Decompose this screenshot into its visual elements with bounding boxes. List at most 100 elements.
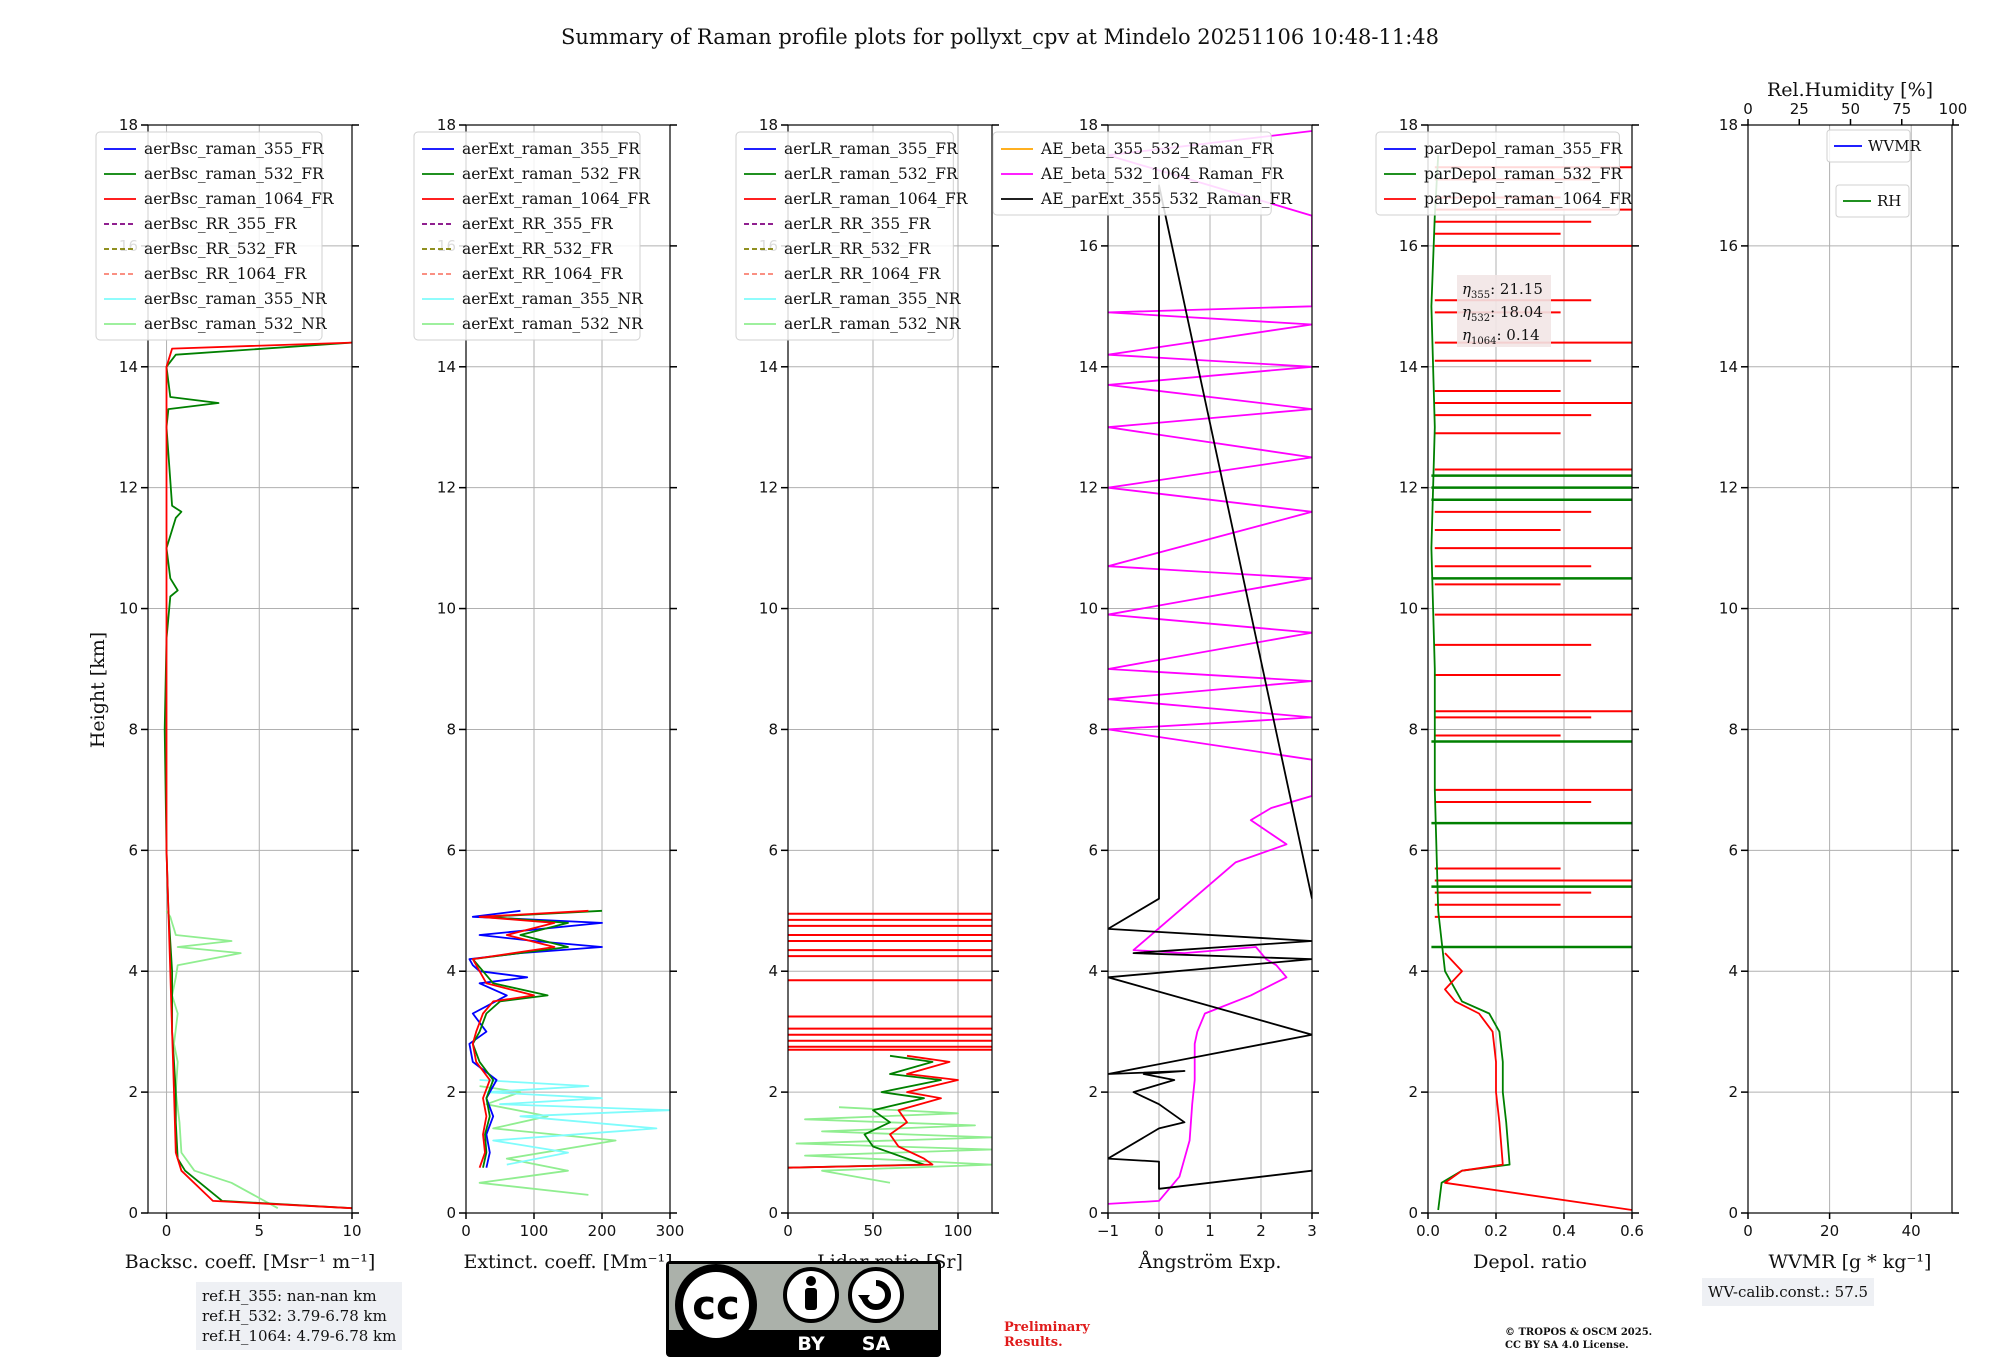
x-tick-label: 100: [520, 1222, 549, 1240]
y-tick-label: 12: [1399, 479, 1418, 497]
series-line-aerBsc_raman_532_NR: [165, 910, 279, 1209]
by-label: BY: [797, 1333, 824, 1355]
x-tick-label: 300: [656, 1222, 685, 1240]
x-tick-label: 200: [588, 1222, 617, 1240]
y-tick-label: 12: [1719, 479, 1738, 497]
cc-circle-inner-icon: [683, 1272, 749, 1338]
legend-label: aerExt_RR_355_FR: [462, 215, 614, 233]
y-tick-label: 0: [768, 1204, 778, 1222]
x-tick-label: 0.2: [1484, 1222, 1508, 1240]
x-tick-label: 3: [1307, 1222, 1317, 1240]
y-tick-label: 14: [119, 358, 138, 376]
legend-label: AE_beta_532_1064_Raman_FR: [1040, 165, 1285, 183]
x-axis-label: Extinct. coeff. [Mm⁻¹]: [463, 1251, 672, 1273]
copyright-line-1: © TROPOS & OSCM 2025.: [1505, 1327, 1653, 1338]
y-tick-label: 6: [446, 841, 456, 859]
y-tick-label: 18: [119, 116, 138, 134]
figure-title: Summary of Raman profile plots for polly…: [561, 25, 1439, 49]
y-tick-label: 18: [1399, 116, 1418, 134]
plot-area-depol: [1430, 155, 1632, 1211]
x-tick-label: 1: [1205, 1222, 1215, 1240]
legend-label: aerLR_RR_355_FR: [784, 215, 932, 233]
copyright-line-2: CC BY SA 4.0 License.: [1505, 1340, 1629, 1351]
y-tick-label: 0: [1088, 1204, 1098, 1222]
x-tick-label: 0: [783, 1222, 793, 1240]
top-x-tick-label: 75: [1892, 100, 1911, 118]
y-tick-label: 10: [1399, 600, 1418, 618]
y-tick-label: 4: [128, 962, 138, 980]
eta-1064: η1064: 0.14: [1462, 326, 1540, 347]
y-tick-label: 6: [128, 841, 138, 859]
legend-label: aerBsc_raman_355_FR: [144, 140, 325, 158]
x-tick-label: 0.0: [1416, 1222, 1440, 1240]
preliminary-results-note: Preliminary Results.: [1004, 1320, 1090, 1350]
plot-area-ext: [468, 909, 670, 1196]
top-x-axis-label: Rel.Humidity [%]: [1767, 79, 1933, 101]
y-tick-label: 10: [759, 600, 778, 618]
legend-label: aerBsc_raman_355_NR: [144, 290, 328, 308]
y-tick-label: 14: [437, 358, 456, 376]
y-tick-label: 16: [1399, 237, 1418, 255]
wv-calibration-constant: WV-calib.const.: 57.5: [1708, 1283, 1869, 1301]
y-tick-label: 18: [759, 116, 778, 134]
y-tick-label: 10: [1719, 600, 1738, 618]
y-tick-label: 10: [1079, 600, 1098, 618]
x-axis-label: WVMR [g * kg⁻¹]: [1769, 1251, 1932, 1273]
axes-frame: [1427, 124, 1633, 1214]
legend-box-WVMR: [1826, 129, 1911, 163]
y-tick-label: 6: [1408, 841, 1418, 859]
ref-height-532: ref.H_532: 3.79-6.78 km: [202, 1307, 387, 1325]
y-tick-label: 14: [1399, 358, 1418, 376]
x-tick-label: −1: [1097, 1222, 1119, 1240]
series-line-aerExt_raman_355_NR: [479, 1079, 670, 1166]
y-tick-label: 4: [1088, 962, 1098, 980]
y-tick-label: 8: [768, 720, 778, 738]
y-tick-label: 2: [1408, 1083, 1418, 1101]
y-tick-label: 2: [1088, 1083, 1098, 1101]
series-line-parDepol_raman_532_FR: [1430, 155, 1511, 1211]
legend-label: aerBsc_RR_355_FR: [144, 215, 298, 233]
top-x-tick-label: 50: [1841, 100, 1860, 118]
sa-arrowhead-icon: [858, 1295, 870, 1303]
top-x-tick-label: 25: [1790, 100, 1809, 118]
series-line-aerExt_raman_1064_FR: [471, 909, 589, 1169]
y-tick-label: 18: [1719, 116, 1738, 134]
copyright-note: © TROPOS & OSCM 2025. CC BY SA 4.0 Licen…: [1505, 1326, 1652, 1352]
legend-label: aerLR_RR_532_FR: [784, 240, 932, 258]
legend-box: [1375, 131, 1620, 216]
legend-label: aerExt_RR_532_FR: [462, 240, 614, 258]
legend-label: aerExt_raman_532_FR: [462, 165, 641, 183]
cc-by-sa-license-logo[interactable]: cc BY SA: [666, 1261, 941, 1357]
y-axis-label: Height [km]: [87, 632, 109, 748]
y-tick-label: 16: [1079, 237, 1098, 255]
panel-lr: 024681012141618050100Lidar ratio [Sr]aer…: [735, 116, 999, 1273]
legend-box: [992, 131, 1272, 216]
legend-box: [413, 131, 641, 341]
legend-box: [735, 131, 954, 341]
top-x-tick-label: 0: [1743, 100, 1753, 118]
y-tick-label: 16: [1719, 237, 1738, 255]
x-axis-label: Depol. ratio: [1473, 1251, 1587, 1273]
panel-depol: 0 2 4 6 8 10 12 14 16 18 0.0 0.2 0.4 0.6 Depol. ratio p…: [1375, 116, 1644, 1273]
y-tick-label: 14: [1719, 358, 1738, 376]
legend-label: aerExt_raman_355_NR: [462, 290, 644, 308]
by-person-body-icon: [805, 1288, 817, 1310]
y-tick-label: 18: [437, 116, 456, 134]
y-tick-label: 12: [1079, 479, 1098, 497]
y-tick-label: 12: [119, 479, 138, 497]
cc-mark-text: cc: [692, 1283, 739, 1329]
series-line-AE_parExt_355_532_Raman_FR: [1108, 184, 1312, 1190]
y-tick-label: 12: [759, 479, 778, 497]
x-tick-label: 50: [863, 1222, 882, 1240]
y-tick-label: 0: [128, 1204, 138, 1222]
plot-area-lr: [788, 912, 992, 1184]
y-tick-label: 10: [437, 600, 456, 618]
y-tick-label: 2: [446, 1083, 456, 1101]
legend-label: aerExt_RR_1064_FR: [462, 265, 624, 283]
y-tick-label: 10: [119, 600, 138, 618]
legend-label: parDepol_raman_355_FR: [1424, 140, 1624, 158]
legend-label: parDepol_raman_1064_FR: [1424, 190, 1633, 208]
y-tick-label: 2: [768, 1083, 778, 1101]
y-tick-label: 4: [768, 962, 778, 980]
